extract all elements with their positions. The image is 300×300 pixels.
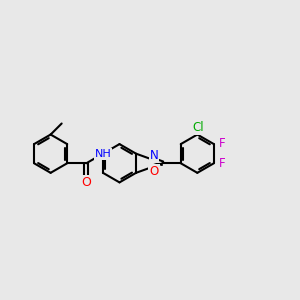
Text: NH: NH [94,149,111,159]
Text: F: F [219,137,225,150]
Text: O: O [149,165,159,178]
Text: O: O [81,176,91,189]
Text: N: N [150,149,158,162]
Text: F: F [219,158,225,170]
Text: Cl: Cl [192,122,204,134]
